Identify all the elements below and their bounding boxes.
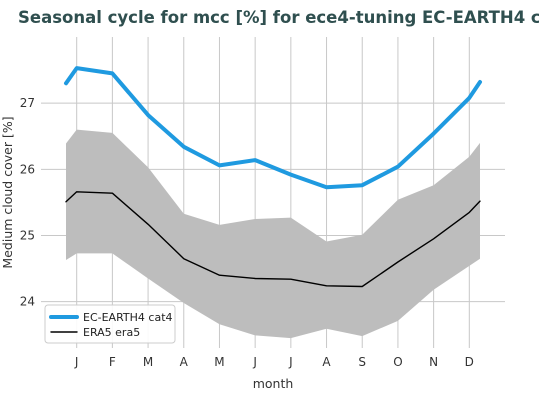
y-tick-label: 27: [20, 96, 35, 110]
x-tick-label: M: [214, 355, 224, 369]
legend-label-era5: ERA5 era5: [83, 326, 140, 339]
chart-title: Seasonal cycle for mcc [%] for ece4-tuni…: [18, 8, 539, 27]
y-tick-label: 25: [20, 229, 35, 243]
y-tick-labels: 24 25 26 27: [20, 96, 35, 309]
legend-label-ec-earth4: EC-EARTH4 cat4: [83, 311, 173, 324]
x-tick-label: A: [322, 355, 331, 369]
x-tick-label: D: [465, 355, 474, 369]
x-tick-label: J: [74, 355, 79, 369]
x-tick-label: S: [358, 355, 366, 369]
x-axis-label: month: [253, 376, 294, 391]
era5-line: [65, 191, 481, 288]
x-tick-label: J: [288, 355, 293, 369]
x-tick-label: F: [109, 355, 116, 369]
x-tick-label: J: [252, 355, 257, 369]
x-tick-label: O: [393, 355, 402, 369]
x-tick-label: A: [180, 355, 189, 369]
series-lines: [64, 66, 482, 288]
ec-earth4-cat4-line: [64, 66, 482, 190]
plot-area: [41, 37, 505, 348]
era5-spread-band: [66, 129, 480, 339]
legend-box: [44, 304, 176, 344]
y-tick-label: 26: [20, 162, 35, 176]
x-tick-label: M: [143, 355, 153, 369]
y-tick-label: 24: [20, 295, 35, 309]
y-axis-label: Medium cloud cover [%]: [0, 116, 15, 268]
legend: EC-EARTH4 cat4 ERA5 era5: [44, 304, 176, 344]
era5-spread-band-area: [66, 129, 480, 339]
x-tick-label: N: [429, 355, 438, 369]
